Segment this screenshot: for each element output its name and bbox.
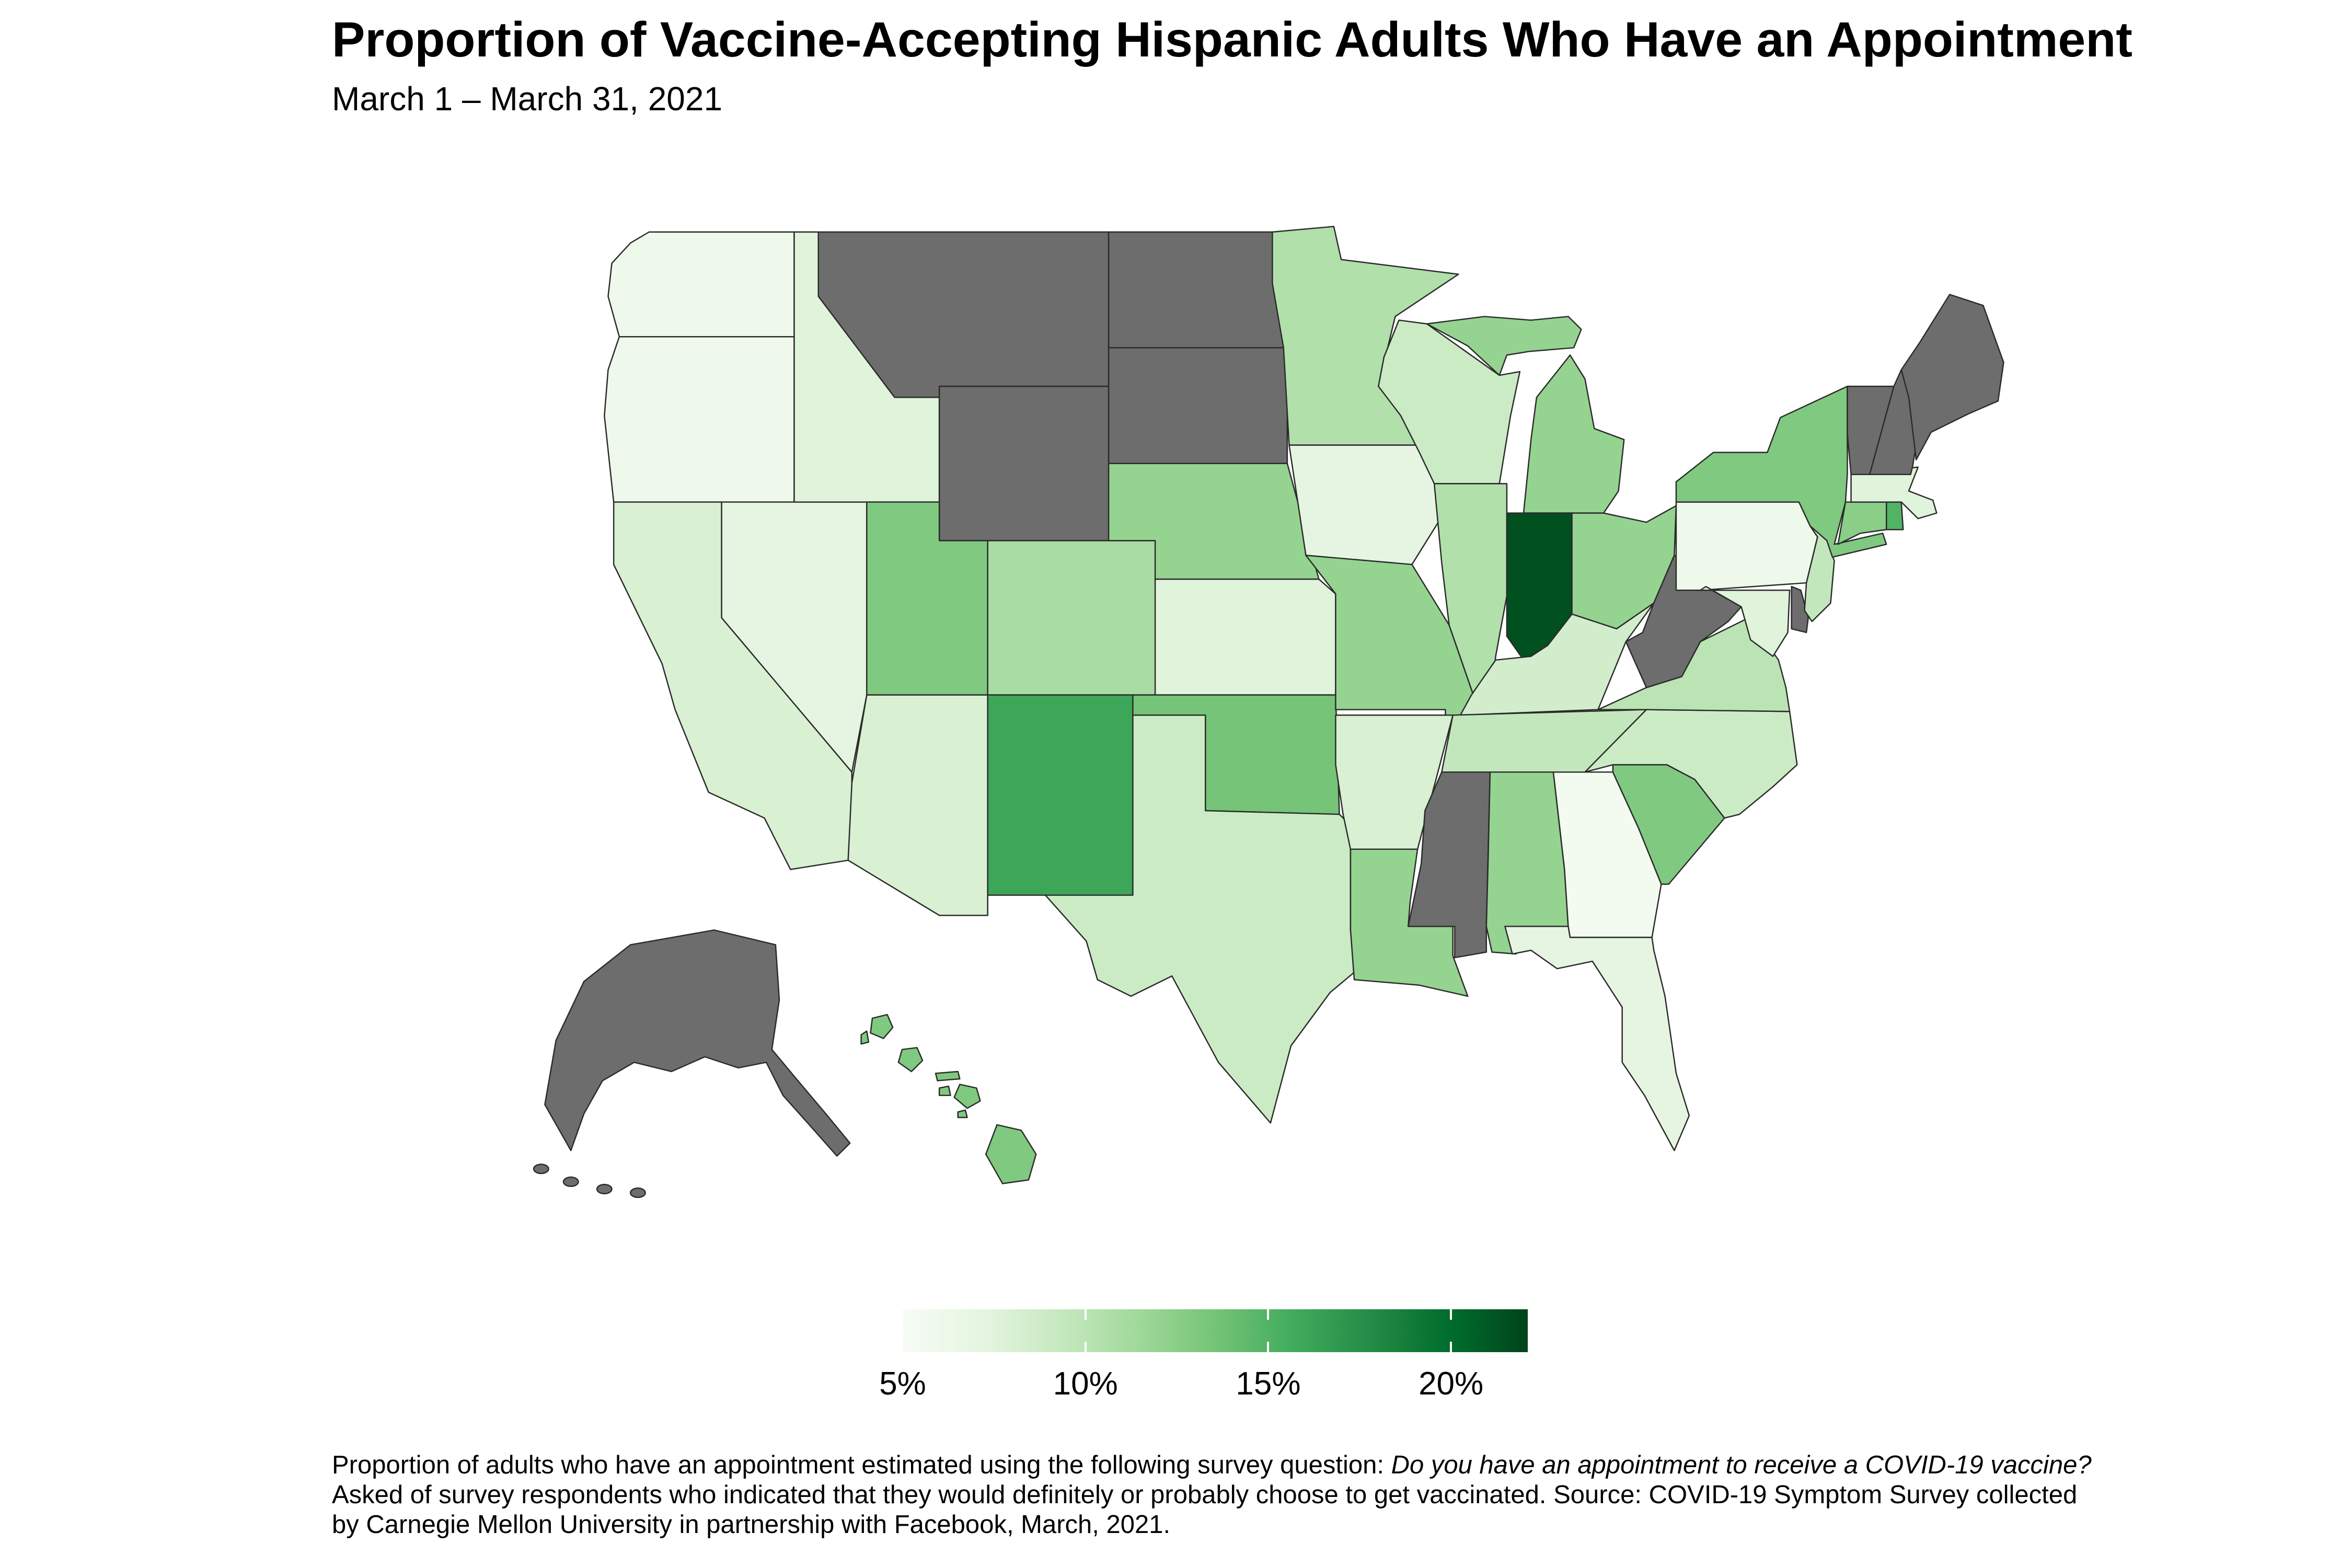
page-subtitle: March 1 – March 31, 2021 xyxy=(332,80,723,118)
state-ky xyxy=(1459,602,1655,716)
state-ny xyxy=(1675,385,1887,558)
state-co xyxy=(987,540,1158,696)
caption-line1-regular: Proportion of adults who have an appoint… xyxy=(332,1451,1391,1479)
legend-tick-label: 10% xyxy=(1053,1366,1118,1402)
state-hi xyxy=(860,1013,1037,1184)
legend xyxy=(903,1309,1528,1352)
legend-tick-label: 20% xyxy=(1419,1366,1484,1402)
state-az xyxy=(847,694,988,916)
state-pa xyxy=(1675,501,1818,591)
us-choropleth-map xyxy=(533,226,2004,1198)
caption-line1-italic: Do you have an appointment to receive a … xyxy=(1391,1451,2092,1479)
state-wy xyxy=(938,385,1110,541)
state-nc xyxy=(1584,709,1798,819)
state-or xyxy=(604,336,795,503)
state-fl xyxy=(1504,926,1690,1151)
legend-tick xyxy=(1267,1309,1270,1320)
caption-line-2: Asked of survey respondents who indicate… xyxy=(332,1481,2078,1509)
state-vt xyxy=(1847,385,1895,476)
state-tx xyxy=(1044,714,1355,1124)
state-nm xyxy=(987,694,1134,896)
page-title: Proportion of Vaccine-Accepting Hispanic… xyxy=(332,12,2132,67)
state-ks xyxy=(1154,578,1336,696)
state-ri xyxy=(1885,501,1904,531)
state-sd xyxy=(1108,347,1288,464)
state-md xyxy=(1699,585,1791,658)
state-la xyxy=(1350,848,1469,997)
legend-tick xyxy=(1084,1342,1087,1352)
state-ma xyxy=(1850,466,1938,520)
legend-tick-label: 5% xyxy=(879,1366,926,1402)
legend-tick xyxy=(1450,1309,1452,1320)
legend-labels: 5% 10% 15% 20% xyxy=(879,1365,1528,1407)
state-nd xyxy=(1108,231,1286,349)
legend-tick-label: 15% xyxy=(1236,1366,1301,1402)
state-wa xyxy=(607,231,795,338)
legend-tick xyxy=(1267,1342,1270,1352)
caption-line-3: by Carnegie Mellon University in partner… xyxy=(332,1511,1171,1539)
legend-tick xyxy=(1450,1342,1452,1352)
state-ak xyxy=(533,929,851,1198)
legend-gradient xyxy=(903,1309,1528,1352)
state-ia xyxy=(1288,444,1443,566)
caption-line-1: Proportion of adults who have an appoint… xyxy=(332,1450,2092,1480)
state-me xyxy=(1900,294,2004,460)
state-de xyxy=(1791,585,1809,633)
legend-tick xyxy=(1084,1309,1087,1320)
caption: Proportion of adults who have an appoint… xyxy=(332,1450,2092,1540)
state-mi xyxy=(1426,316,1625,514)
